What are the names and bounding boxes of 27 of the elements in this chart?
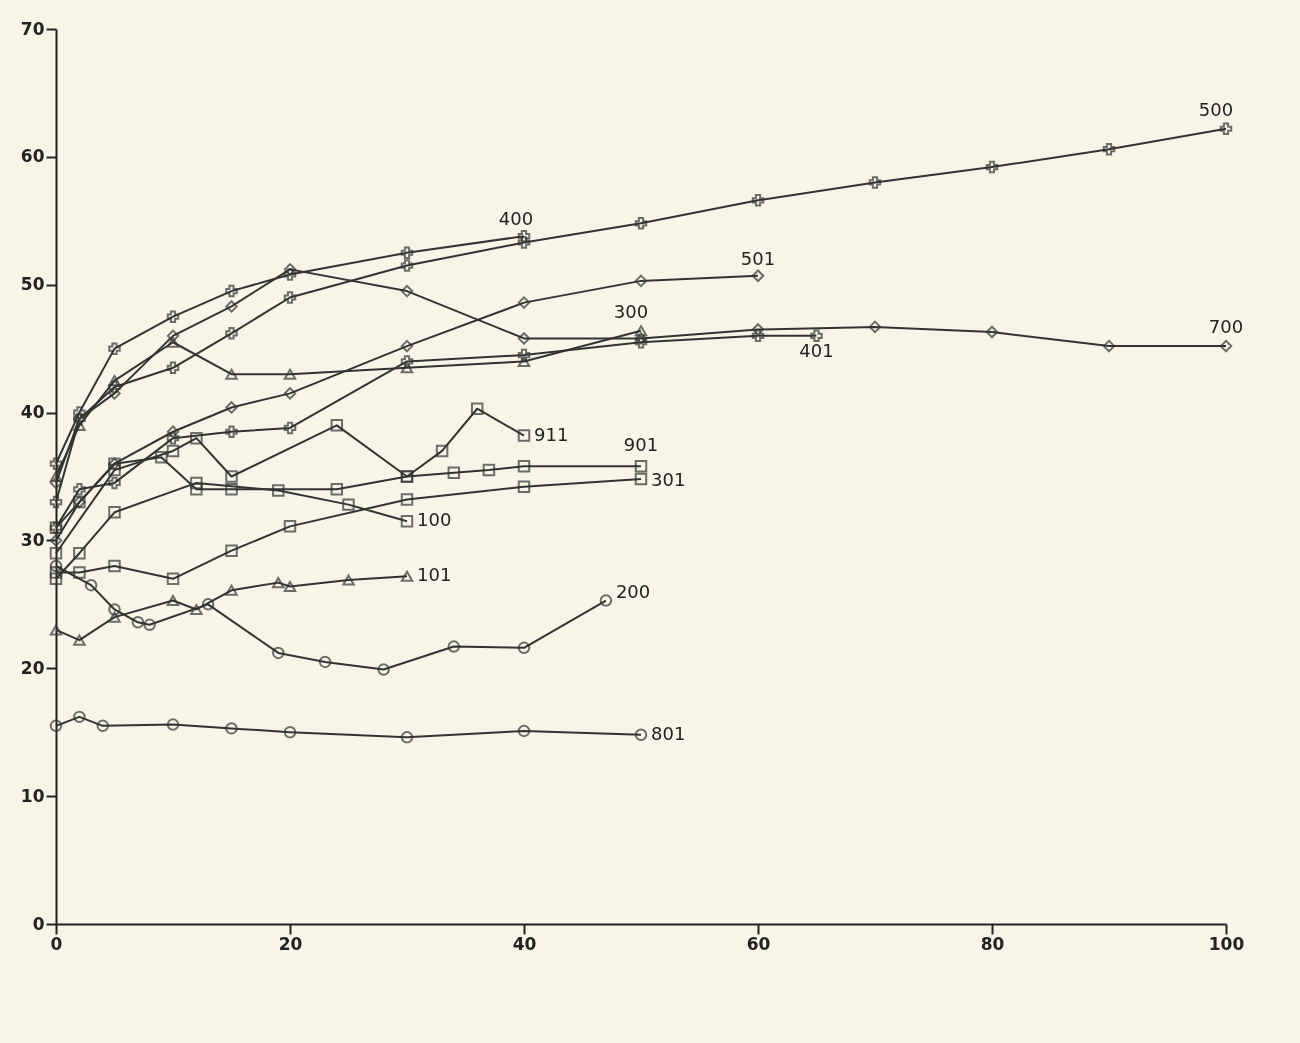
y-tick-label: 30 xyxy=(20,529,45,550)
series-label: 101 xyxy=(417,564,452,586)
y-tick-label: 50 xyxy=(20,274,45,295)
series-label: 500 xyxy=(1198,98,1234,120)
x-tick-label: 20 xyxy=(278,933,303,954)
series-label: 200 xyxy=(615,580,651,602)
x-tick-label: 80 xyxy=(980,933,1005,954)
series-label: 901 xyxy=(623,434,659,456)
series-label: 100 xyxy=(417,509,452,531)
x-tick-label: 100 xyxy=(1208,933,1245,954)
y-tick-label: 0 xyxy=(32,913,45,934)
y-tick-label: 20 xyxy=(20,657,45,678)
series-label: 911 xyxy=(534,423,569,445)
y-tick-label: 40 xyxy=(20,402,45,423)
series-label: 401 xyxy=(799,339,834,361)
x-tick-label: 40 xyxy=(512,933,537,954)
y-tick-label: 10 xyxy=(20,785,45,806)
x-tick-label: 0 xyxy=(50,933,63,954)
series-label: 501 xyxy=(740,247,776,269)
series-label: 801 xyxy=(651,722,686,744)
series-label: 300 xyxy=(613,300,649,322)
series-label: 301 xyxy=(651,469,686,491)
y-tick-label: 70 xyxy=(20,18,45,39)
series-label: 700 xyxy=(1208,316,1244,338)
series-label: 400 xyxy=(498,208,534,230)
x-tick-label: 60 xyxy=(746,933,771,954)
y-tick-label: 60 xyxy=(20,146,45,167)
